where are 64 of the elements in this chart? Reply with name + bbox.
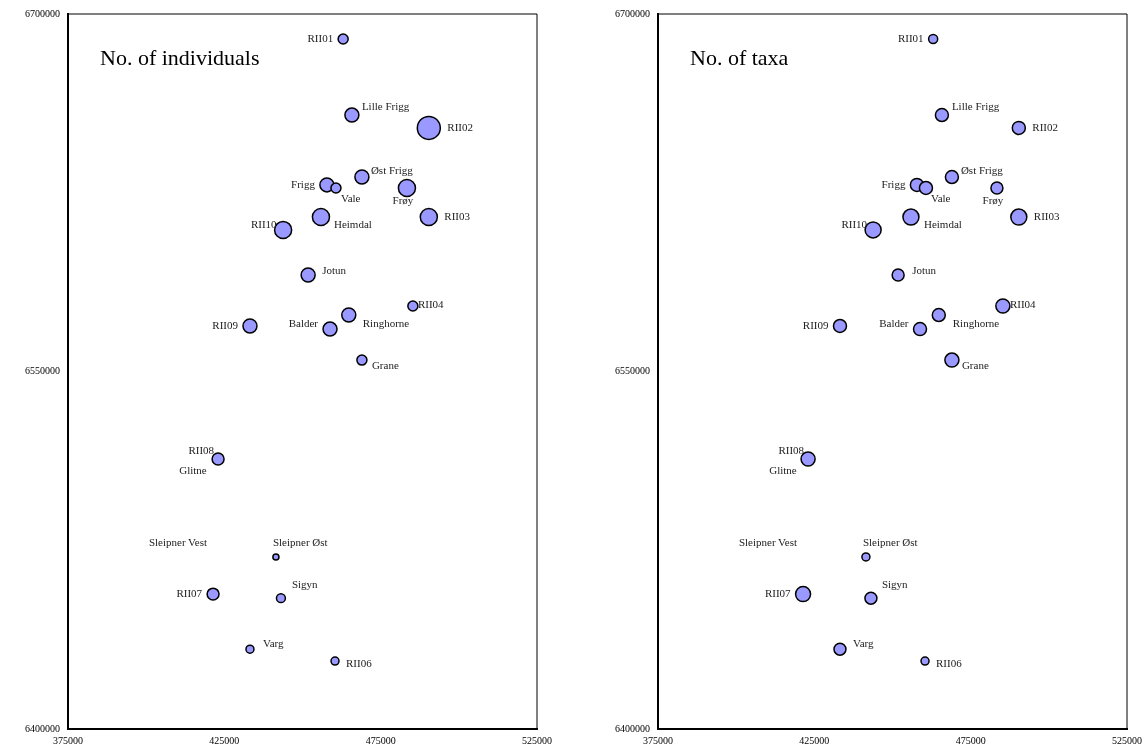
data-label: Ringhorne (362, 316, 410, 329)
data-label: Sleipner Øst (272, 535, 328, 548)
data-label: Grane (371, 358, 399, 371)
data-label: RII09 (802, 318, 829, 331)
y-tick-label: 6700000 (615, 7, 650, 19)
y-tick-label: 6550000 (615, 365, 650, 377)
data-label: Sigyn (881, 578, 909, 591)
data-label: Heimdal (923, 217, 962, 230)
data-label: Varg (262, 637, 285, 650)
data-label: RII09 (212, 318, 239, 331)
data-label: Vale (340, 191, 361, 204)
data-label: RII04 (1009, 297, 1037, 310)
data-label: RII08 (778, 443, 805, 456)
x-tick-label: 375000 (53, 734, 83, 746)
data-label: RII02 (447, 120, 473, 133)
data-label: RII04 (417, 297, 445, 310)
data-label: Grane (961, 358, 989, 371)
x-tick-label: 525000 (522, 734, 552, 746)
data-label: RII02 (1032, 120, 1058, 133)
annotation: Sleipner Vest (148, 535, 208, 548)
y-tick-label: 6400000 (25, 722, 60, 734)
data-label: Frøy (982, 193, 1004, 206)
text: No. of taxa (690, 45, 789, 70)
x-tick-label: 375000 (643, 734, 673, 746)
data-label: RII03 (1033, 209, 1060, 222)
data-label: Øst Frigg (960, 163, 1004, 176)
data-label: RII01 (897, 31, 924, 44)
data-label: Lille Frigg (951, 99, 1000, 112)
annotation: Sleipner Vest (738, 535, 798, 548)
x-tick-label: 475000 (365, 734, 396, 746)
data-label: RII10 (841, 217, 868, 230)
data-label: Sigyn (291, 578, 319, 591)
data-label: Balder (879, 316, 909, 329)
data-label: Frøy (392, 193, 414, 206)
data-label: Frigg (881, 177, 906, 190)
data-label: Balder (288, 316, 319, 329)
data-label: Heimdal (333, 217, 372, 230)
annotation: Glitne (769, 463, 797, 476)
data-label: Vale (930, 191, 951, 204)
data-label: Øst Frigg (370, 163, 414, 176)
data-label: RII01 (307, 31, 334, 44)
data-label: RII03 (444, 209, 471, 222)
x-tick-label: 425000 (209, 734, 240, 746)
data-label: Lille Frigg (361, 99, 410, 112)
data-label: Jotun (322, 263, 347, 276)
data-label: Ringhorne (952, 316, 1000, 329)
data-label: RII07 (764, 586, 792, 599)
data-label: RII06 (936, 656, 963, 669)
y-tick-label: 6400000 (615, 722, 650, 734)
data-label: RII08 (188, 443, 215, 456)
y-tick-label: 6700000 (25, 7, 60, 19)
y-tick-label: 6550000 (25, 365, 60, 377)
text: No. of individuals (100, 45, 260, 70)
data-label: Varg (852, 637, 875, 650)
data-label: Jotun (912, 263, 937, 276)
x-tick-label: 425000 (799, 734, 830, 746)
annotation: Glitne (179, 463, 207, 476)
x-tick-label: 525000 (1112, 734, 1142, 746)
data-label: RII07 (176, 586, 203, 599)
data-label: RII06 (346, 656, 373, 669)
x-tick-label: 475000 (955, 734, 986, 746)
data-label: RII10 (250, 217, 278, 230)
data-label: Sleipner Øst (862, 535, 918, 548)
data-label: Frigg (291, 177, 316, 190)
